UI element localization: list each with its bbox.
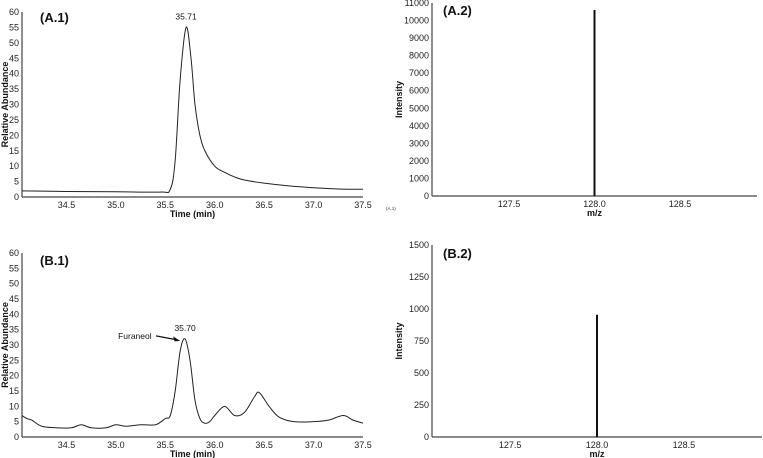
y-tick-label: 8000 [409,51,429,61]
x-tick-label: 36.0 [206,440,224,450]
y-tick-label: 45 [9,53,19,63]
y-tick-label: 10 [9,161,19,171]
arrow-head-icon [173,336,181,342]
y-tick-label: 0 [424,191,429,201]
x-axis-label: Time (min) [170,449,215,458]
y-tick-label: 0 [14,192,19,202]
x-tick-label: 128.5 [669,199,692,209]
y-tick-label: 15 [9,386,19,396]
chart-panel-a-1: 0 5 10 15 20 25 30 35 40 45 50 55 60 34.5 35.0 35.5 36.0… [0,7,372,219]
y-tick-label: 35 [9,325,19,335]
y-tick-label: 5 [14,177,19,187]
arrow-line [155,335,178,341]
x-tick-label: 34.5 [58,440,76,450]
peak-retention-time: 35.71 [175,11,197,21]
y-tick-label: 1500 [409,240,429,250]
y-tick-label: 25 [9,355,19,365]
y-tick-label: 60 [9,7,19,17]
x-axis-label: Time (min) [170,209,215,219]
y-tick-label: 11000 [405,0,429,8]
y-tick-label: 5 [14,417,19,427]
y-tick-label: 55 [9,22,19,32]
x-tick-label: 35.0 [107,440,125,450]
y-axis-label: Intensity [394,322,404,359]
x-tick-label: 128.0 [583,199,606,209]
y-tick-label: 5000 [409,103,429,113]
y-tick-label: 40 [9,309,19,319]
y-tick-label: 25 [9,115,19,125]
y-tick-label: 500 [414,368,429,378]
y-tick-label: 2000 [409,156,429,166]
y-tick-label: 60 [9,248,19,258]
panel-label: (A.1) [40,10,69,25]
y-tick-label: 30 [9,100,19,110]
panel-label: (A.2) [443,3,472,18]
y-axis-label: Relative Abundance [0,302,10,388]
y-tick-label: 1000 [409,304,429,314]
panel-label: (B.1) [40,253,69,268]
x-tick-label: 37.5 [354,200,372,210]
y-tick-label: 0 [424,432,429,442]
x-tick-label: 128.0 [586,440,609,450]
chart-panel-b-2: 0 250 500 750 1000 1250 1500 127.5 128.0 128.5 m/z… [394,240,762,458]
y-tick-label: 40 [9,69,19,79]
y-tick-label: 15 [9,146,19,156]
y-tick-label: 1250 [409,272,429,282]
y-tick-label: 250 [414,400,429,410]
x-tick-label: 128.5 [673,440,696,450]
y-tick-label: 20 [9,130,19,140]
y-tick-label: 750 [414,336,429,346]
chromatogram-line [21,338,364,429]
x-tick-label: 36.5 [255,440,273,450]
chart-panel-a-2: 0 1000 2000 3000 4000 5000 6000 7000 8000 9000 100… [386,0,757,218]
chart-panel-b-1: 0 5 10 15 20 25 30 35 40 45 50 55 60 34.5 35.0 35.5 36.0… [0,248,372,458]
x-tick-label: 35.5 [157,200,175,210]
y-tick-label: 3000 [409,138,429,148]
x-tick-label: 37.0 [305,440,323,450]
y-tick-label: 50 [9,279,19,289]
y-tick-label: 50 [9,38,19,48]
y-tick-label: 55 [9,263,19,273]
y-tick-label: 0 [14,432,19,442]
y-tick-label: 1000 [409,173,429,183]
y-tick-label: 6000 [409,86,429,96]
y-axis-label: Relative Abundance [0,62,10,148]
x-tick-label: 36.0 [206,200,224,210]
y-tick-label: 4000 [409,121,429,131]
y-tick-label: 20 [9,371,19,381]
x-axis-label: m/z [587,208,603,218]
y-axis-label: Intensity [394,81,404,118]
x-tick-label: 36.5 [255,200,273,210]
y-tick-label: 7000 [409,68,429,78]
x-tick-label: 34.5 [58,200,76,210]
x-tick-label: 35.0 [107,200,125,210]
peak-retention-time: 35.70 [174,323,196,333]
panel-label: (B.2) [443,246,472,261]
footnote-label: (A.1) [386,206,396,211]
chromatogram-line [21,26,364,194]
x-tick-label: 127.5 [499,440,522,450]
y-tick-label: 35 [9,84,19,94]
compound-label: Furaneol [118,331,152,341]
x-tick-label: 37.0 [305,200,323,210]
y-tick-label: 10 [9,401,19,411]
x-tick-label: 35.5 [157,440,175,450]
y-tick-label: 10000 [404,16,429,26]
y-tick-label: 45 [9,294,19,304]
y-tick-label: 30 [9,340,19,350]
y-tick-label: 9000 [409,33,429,43]
x-axis-label: m/z [589,449,605,458]
x-tick-label: 37.5 [354,440,372,450]
x-tick-label: 127.5 [498,199,521,209]
